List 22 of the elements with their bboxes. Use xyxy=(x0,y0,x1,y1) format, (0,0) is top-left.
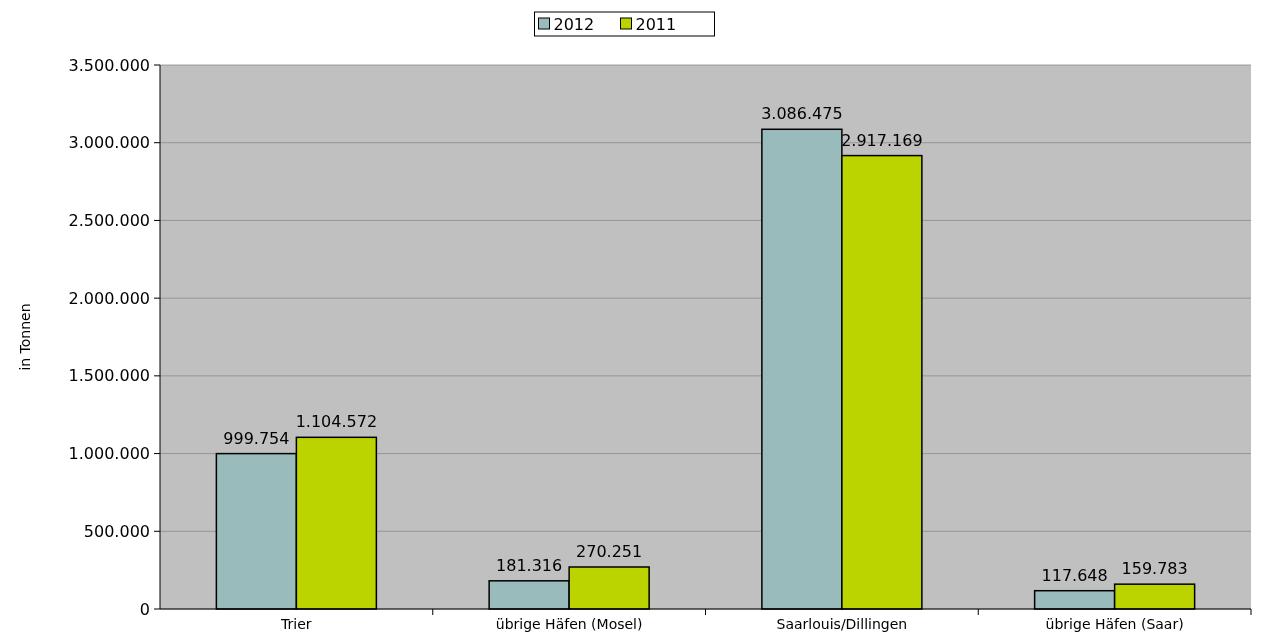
data-label: 1.104.572 xyxy=(295,412,378,432)
x-tick-label: Saarlouis/Dillingen xyxy=(776,616,908,632)
x-tick-label: übrige Häfen (Mosel) xyxy=(495,616,643,632)
x-tick-label: übrige Häfen (Saar) xyxy=(1045,616,1184,632)
data-label: 181.316 xyxy=(496,555,563,575)
y-tick-label: 3.000.000 xyxy=(68,133,150,153)
y-tick-label: 3.500.000 xyxy=(68,55,150,75)
y-tick-label: 500.000 xyxy=(83,521,150,541)
data-label: 3.086.475 xyxy=(761,104,843,124)
legend-label: 2012 xyxy=(553,14,595,34)
data-label: 117.648 xyxy=(1041,565,1108,585)
data-label: 270.251 xyxy=(576,542,643,561)
legend-label: 2011 xyxy=(635,14,677,34)
y-tick-label: 0 xyxy=(139,599,150,619)
y-axis-title: in Tonnen xyxy=(17,303,33,371)
y-tick-label: 2.500.000 xyxy=(68,211,150,231)
y-tick-label: 1.000.000 xyxy=(68,444,150,464)
data-label: 999.754 xyxy=(223,428,290,448)
x-tick-label: Trier xyxy=(280,616,312,632)
data-label: 159.783 xyxy=(1121,559,1188,579)
y-tick-label: 1.500.000 xyxy=(68,366,150,386)
y-tick-label: 2.000.000 xyxy=(68,288,150,308)
